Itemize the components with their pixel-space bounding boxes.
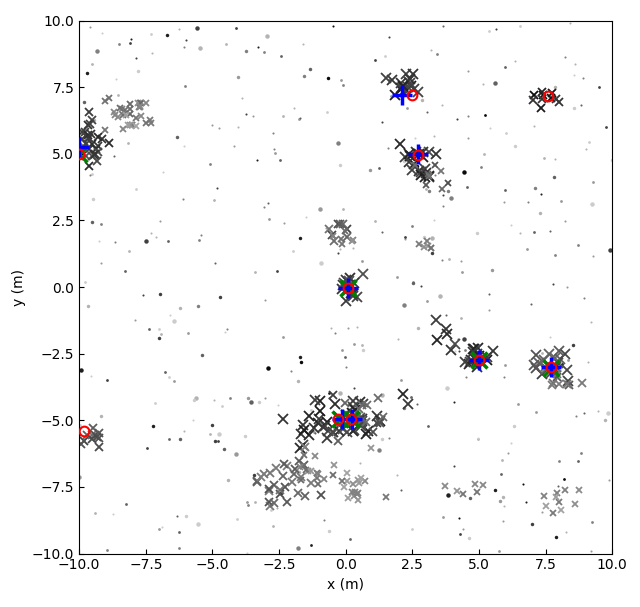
Y-axis label: y (m): y (m)	[12, 268, 26, 305]
X-axis label: x (m): x (m)	[327, 578, 364, 592]
